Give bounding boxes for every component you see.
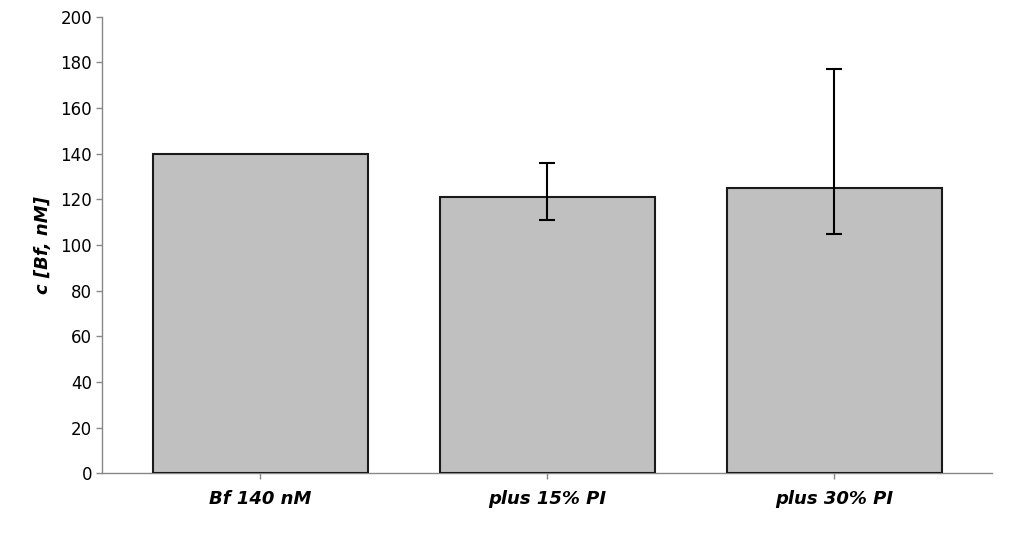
Bar	[440, 197, 655, 473]
Y-axis label: c [Bf, nM]: c [Bf, nM]	[34, 196, 52, 294]
Bar	[726, 188, 942, 473]
Bar	[152, 154, 368, 473]
